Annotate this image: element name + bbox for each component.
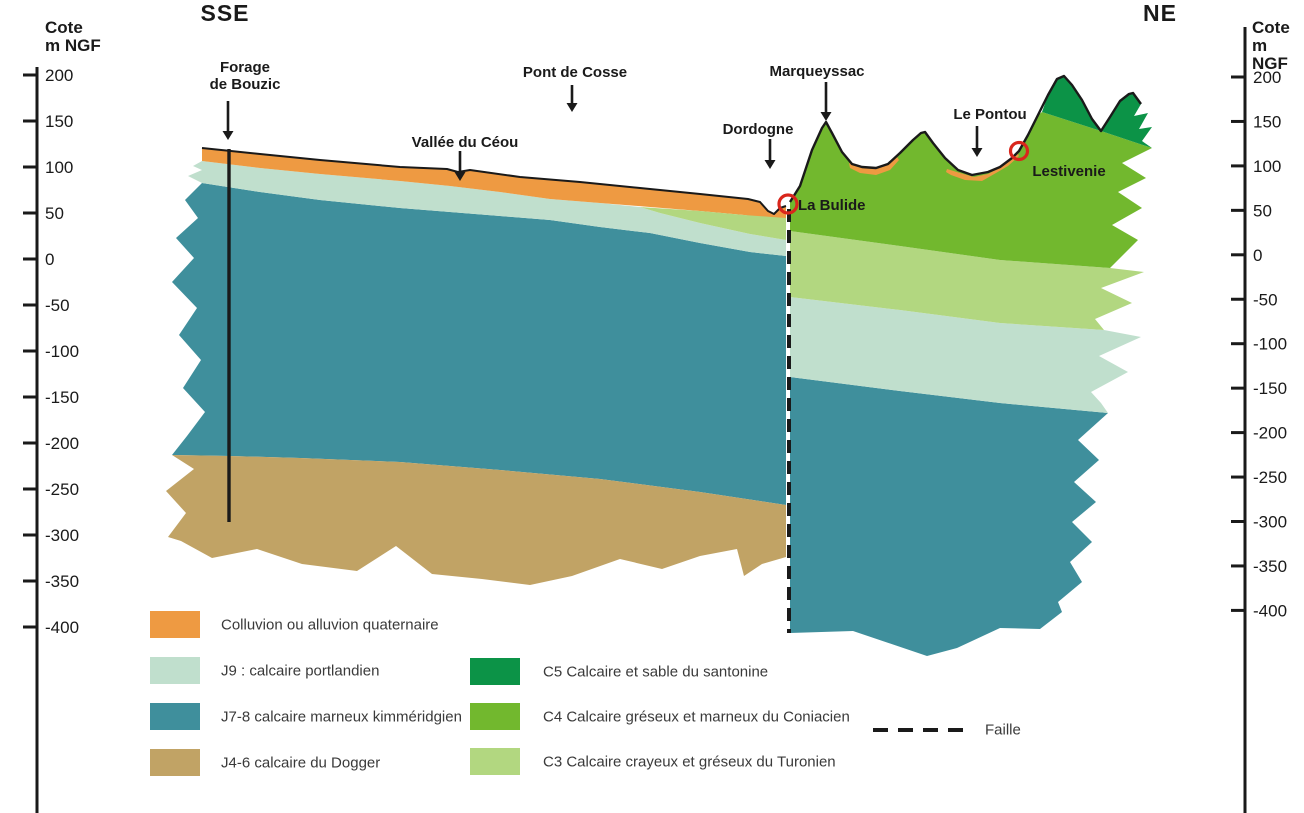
legend-label-j9: J9 : calcaire portlandien: [221, 662, 380, 680]
spring-circle-la-bulide: [777, 193, 799, 215]
legend-label-c4: C4 Calcaire gréseux et marneux du Coniac…: [543, 708, 850, 726]
landmark-label-lestivenie: Lestivenie: [1032, 163, 1106, 180]
geo-unit-c3-turonien-east: [790, 231, 1144, 330]
geo-unit-j4-6-dogger-west: [166, 455, 786, 585]
legend-swatch-c3: [470, 748, 520, 775]
right-axis-tick-label: -100: [1253, 335, 1287, 354]
geo-unit-c3-turonien-west-wedge: [640, 207, 786, 240]
arrow-head-forage-de-bouzic: [222, 131, 234, 140]
arrow-head-le-pontou: [971, 148, 983, 157]
direction-label-sse: SSE: [200, 0, 250, 26]
geo-unit-quaternaire-colluvion-west: [202, 148, 786, 221]
legend-label-quaternaire: Colluvion ou alluvion quaternaire: [221, 616, 439, 634]
legend-label-j7-8: J7-8 calcaire marneux kimméridgien: [221, 708, 462, 726]
geo-unit-j7-8-teal-east: [790, 377, 1108, 656]
left-axis-tick-label: -100: [45, 342, 79, 361]
right-axis-tick-label: -400: [1253, 601, 1287, 620]
left-axis-tick-label: -200: [45, 434, 79, 453]
landmark-label-pont-de-cosse: Pont de Cosse: [522, 64, 628, 81]
right-axis-tick-label: -150: [1253, 379, 1287, 398]
geo-unit-c5-santonien-cap-2: [1101, 93, 1152, 148]
legend-fault-dash-symbol: [873, 728, 963, 732]
landmark-label-forage-de-bouzic: Forage de Bouzic: [209, 59, 281, 93]
left-axis-tick-label: -150: [45, 388, 79, 407]
left-axis-tick-label: 200: [45, 66, 73, 85]
left-axis-title-line1: Cote: [45, 18, 83, 37]
left-axis-tick-label: 150: [45, 112, 73, 131]
right-axis-tick-label: -200: [1253, 424, 1287, 443]
legend-label-j4-6: J4-6 calcaire du Dogger: [221, 754, 381, 772]
landmark-label-la-bulide: La Bulide: [798, 197, 866, 214]
right-axis-tick-label: -50: [1253, 290, 1278, 309]
legend-label-c3: C3 Calcaire crayeux et gréseux du Turoni…: [543, 753, 836, 771]
surface-line-east: [788, 74, 1142, 203]
landmark-label-le-pontou: Le Pontou: [953, 106, 1027, 123]
left-axis-tick-label: -250: [45, 480, 79, 499]
geo-unit-j9-portlandien-west: [188, 161, 786, 256]
arrow-head-vallee-du-ceou: [454, 172, 466, 181]
direction-label-ne: NE: [1143, 0, 1177, 26]
right-axis-title-line1: Cote: [1252, 18, 1290, 37]
legend-swatch-c4: [470, 703, 520, 730]
legend-swatch-j7-8: [150, 703, 200, 730]
right-axis-title: Cote m NGF: [1252, 19, 1304, 73]
right-axis-tick-label: 50: [1253, 201, 1272, 220]
right-axis-title-line2: m NGF: [1252, 36, 1288, 73]
legend-swatch-c5: [470, 658, 520, 685]
left-axis-tick-label: -300: [45, 526, 79, 545]
right-axis-tick-label: 100: [1253, 157, 1281, 176]
geo-unit-j9-portlandien-east: [790, 297, 1141, 413]
landmark-label-marqueyssac: Marqueyssac: [769, 63, 865, 80]
arrow-head-dordogne: [764, 160, 776, 169]
geo-unit-c5-santonien-cap-1: [1042, 76, 1101, 131]
left-axis-tick-label: 100: [45, 158, 73, 177]
left-axis-tick-label: -350: [45, 572, 79, 591]
landmark-label-dordogne: Dordogne: [722, 121, 794, 138]
left-axis-tick-label: 0: [45, 250, 54, 269]
right-axis-tick-label: 150: [1253, 112, 1281, 131]
legend-swatch-quaternaire: [150, 611, 200, 638]
left-axis-title-line2: m NGF: [45, 36, 101, 55]
legend-swatch-j9: [150, 657, 200, 684]
right-axis-tick-label: -250: [1253, 468, 1287, 487]
left-axis-title: Cote m NGF: [45, 19, 101, 55]
surface-line-west: [201, 147, 787, 215]
legend-label-c5: C5 Calcaire et sable du santonine: [543, 663, 769, 681]
arrow-head-pont-de-cosse: [566, 103, 578, 112]
spring-circle-lestivenie: [1008, 140, 1030, 162]
legend-label-faille: Faille: [985, 721, 1021, 739]
arrow-head-marqueyssac: [820, 112, 832, 121]
geo-unit-quaternaire-colluvion-saddle: [849, 157, 899, 175]
right-axis-tick-label: -300: [1253, 513, 1287, 532]
right-axis-tick-label: -350: [1253, 557, 1287, 576]
right-axis-tick-label: 200: [1253, 68, 1281, 87]
right-axis-tick-label: 0: [1253, 246, 1262, 265]
geo-unit-j7-8-teal-west: [172, 183, 786, 505]
left-axis-tick-label: -50: [45, 296, 70, 315]
legend-swatch-j4-6: [150, 749, 200, 776]
geo-unit-quaternaire-colluvion-valley: [946, 152, 1019, 181]
landmark-label-vallee-du-ceou: Vallée du Céou: [411, 134, 519, 151]
left-axis-tick-label: -400: [45, 618, 79, 637]
left-axis-tick-label: 50: [45, 204, 64, 223]
geo-unit-c4-coniacien-east: [790, 112, 1152, 268]
